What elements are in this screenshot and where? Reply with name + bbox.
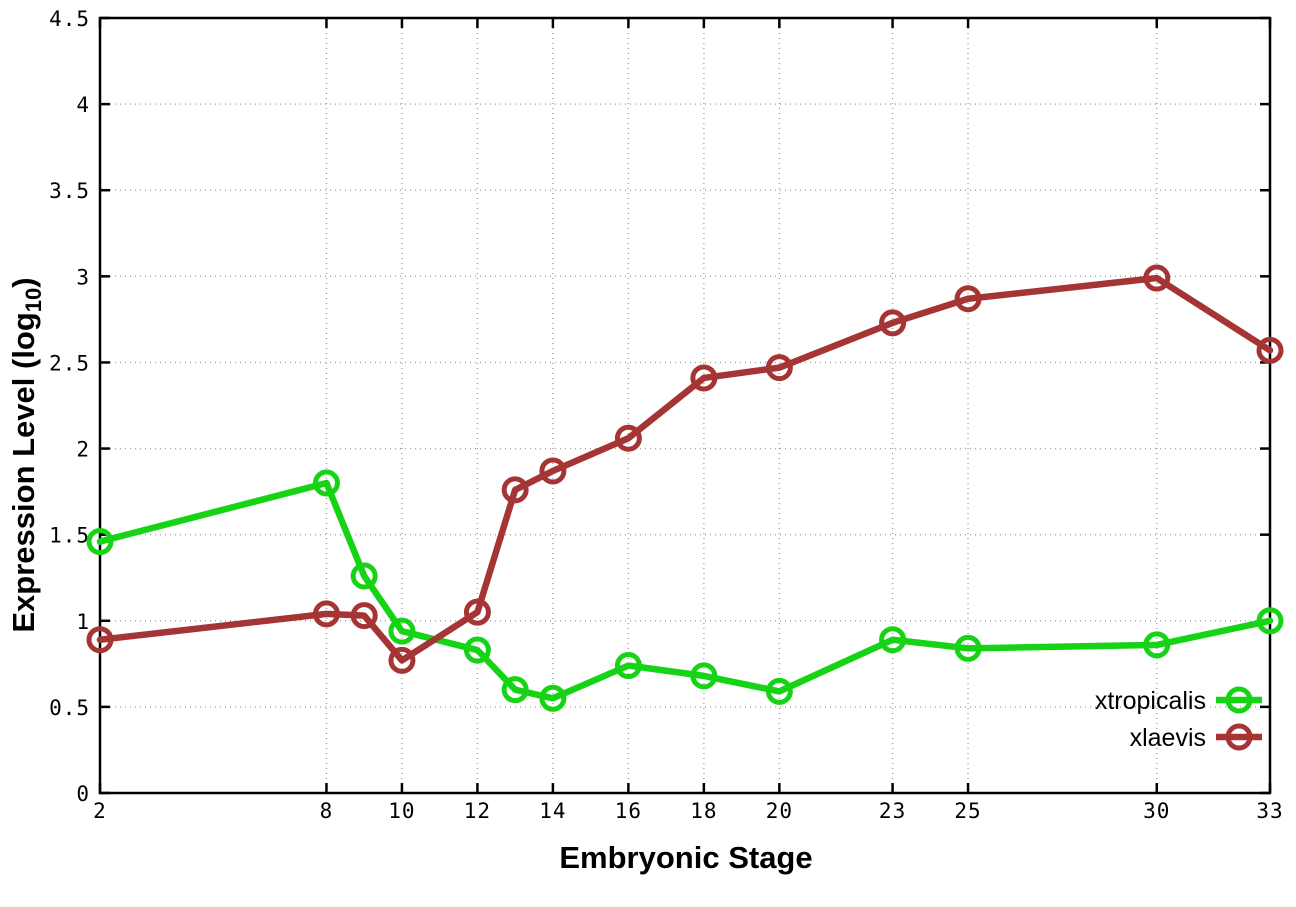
y-tick-label: 0 xyxy=(76,782,90,806)
y-tick-label: 3 xyxy=(76,265,90,289)
y-axis-title-close: ) xyxy=(6,277,41,287)
series-point-xtropicalis xyxy=(614,652,642,680)
x-tick-label: 23 xyxy=(879,799,906,823)
x-axis-title: Embryonic Stage xyxy=(559,840,812,875)
x-tick-label: 33 xyxy=(1256,799,1283,823)
x-tick-label: 25 xyxy=(954,799,981,823)
series-point-xlaevis xyxy=(690,364,718,392)
y-axis-title: Expression Level (log10) xyxy=(6,277,46,632)
series-point-xlaevis xyxy=(312,600,340,628)
y-axis-title-main: Expression Level (log xyxy=(6,312,41,632)
series-point-xtropicalis xyxy=(463,636,491,664)
series-point-xlaevis xyxy=(501,476,529,504)
series-point-xlaevis xyxy=(539,457,567,485)
x-tick-label: 18 xyxy=(690,799,717,823)
series-line-xlaevis xyxy=(96,274,1274,664)
series-point-xlaevis xyxy=(1143,264,1171,292)
x-tick-label: 16 xyxy=(615,799,642,823)
x-tick-label: 20 xyxy=(766,799,793,823)
series-point-xlaevis xyxy=(954,285,982,313)
series-point-xlaevis xyxy=(350,602,378,630)
legend-label-xlaevis: xlaevis xyxy=(1130,724,1206,752)
series-line-xtropicalis xyxy=(96,479,1274,702)
x-tick-label: 2 xyxy=(93,799,107,823)
series-point-xtropicalis xyxy=(501,676,529,704)
series-point-xtropicalis xyxy=(954,634,982,662)
y-axis-title-subscript: 10 xyxy=(21,288,46,312)
series-point-xtropicalis xyxy=(350,562,378,590)
x-tick-label: 10 xyxy=(388,799,415,823)
series-point-xtropicalis xyxy=(879,626,907,654)
y-tick-label: 1.5 xyxy=(49,524,90,548)
series-point-xlaevis xyxy=(463,598,491,626)
y-tick-label: 0.5 xyxy=(49,696,90,720)
x-tick-label: 30 xyxy=(1143,799,1170,823)
series-point-xtropicalis xyxy=(1143,631,1171,659)
legend-label-xtropicalis: xtropicalis xyxy=(1095,687,1206,715)
series-point-xtropicalis xyxy=(539,684,567,712)
x-tick-label: 12 xyxy=(464,799,491,823)
series-point-xtropicalis xyxy=(86,528,114,556)
series-point-xtropicalis xyxy=(388,617,416,645)
legend-marker-xlaevis xyxy=(1225,723,1253,751)
y-tick-label: 1 xyxy=(76,610,90,634)
series-point-xtropicalis xyxy=(1256,607,1284,635)
series-point-xtropicalis xyxy=(765,677,793,705)
series-point-xlaevis xyxy=(765,354,793,382)
y-tick-label: 4.5 xyxy=(49,7,90,31)
series-point-xlaevis xyxy=(86,626,114,654)
series-point-xtropicalis xyxy=(312,469,340,497)
chart-plot-area: 2 8 10 12 14 16 18 20 23 25 30 33 0 0.5 1 1.5 2 2.5 3 3.5 4 4… xyxy=(49,7,1284,823)
legend-marker-xtropicalis xyxy=(1225,686,1253,714)
x-tick-label: 8 xyxy=(320,799,334,823)
y-tick-label: 2 xyxy=(76,438,90,462)
x-tick-label: 14 xyxy=(539,799,566,823)
series-point-xlaevis xyxy=(614,424,642,452)
y-tick-label: 3.5 xyxy=(49,179,90,203)
series-point-xtropicalis xyxy=(690,662,718,690)
plot-border xyxy=(98,16,1272,795)
series-point-xlaevis xyxy=(388,646,416,674)
y-tick-label: 4 xyxy=(76,93,90,117)
y-tick-label: 2.5 xyxy=(49,351,90,375)
series-point-xlaevis xyxy=(1256,336,1284,364)
series-point-xlaevis xyxy=(879,309,907,337)
